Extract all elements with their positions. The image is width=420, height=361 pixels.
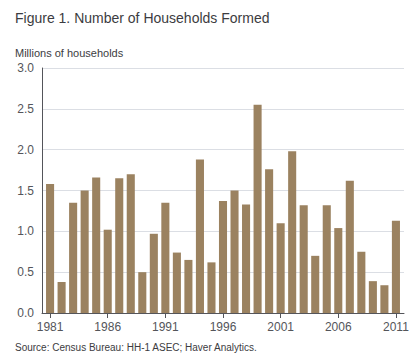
svg-text:Millions of households: Millions of households bbox=[15, 47, 124, 59]
svg-text:Figure 1. Number of Households: Figure 1. Number of Households Formed bbox=[15, 10, 269, 26]
svg-text:1.0: 1.0 bbox=[17, 224, 34, 238]
svg-text:3.0: 3.0 bbox=[17, 61, 34, 75]
svg-text:1.5: 1.5 bbox=[17, 184, 34, 198]
svg-text:1991: 1991 bbox=[152, 320, 179, 334]
svg-text:2001: 2001 bbox=[267, 320, 294, 334]
svg-text:1981: 1981 bbox=[37, 320, 64, 334]
svg-text:2011: 2011 bbox=[383, 320, 409, 334]
svg-text:0.0: 0.0 bbox=[17, 306, 34, 320]
svg-text:1996: 1996 bbox=[210, 320, 237, 334]
svg-text:2.0: 2.0 bbox=[17, 143, 34, 157]
svg-text:2006: 2006 bbox=[325, 320, 352, 334]
svg-text:Source: Census Bureau: HH-1 AS: Source: Census Bureau: HH-1 ASEC; Haver … bbox=[15, 342, 257, 353]
svg-text:2.5: 2.5 bbox=[17, 102, 34, 116]
svg-text:1986: 1986 bbox=[94, 320, 121, 334]
svg-text:0.5: 0.5 bbox=[17, 265, 34, 279]
